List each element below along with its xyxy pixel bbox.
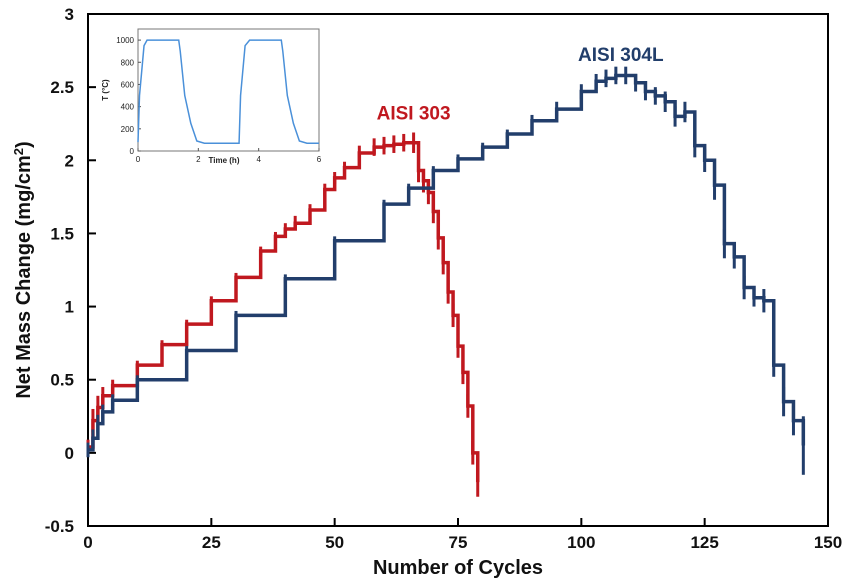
y-tick-label: 3 [65, 5, 74, 24]
inset-y-tick-label: 200 [121, 125, 135, 134]
y-axis-title: Net Mass Change (mg/cm2) [11, 141, 35, 398]
inset-x-tick-label: 6 [317, 155, 322, 164]
y-tick-label: -0.5 [45, 517, 74, 536]
x-axis-title: Number of Cycles [373, 557, 543, 579]
x-tick-label: 75 [449, 533, 468, 552]
y-tick-label: 2.5 [50, 78, 74, 97]
y-tick-label: 1.5 [50, 224, 74, 243]
inset-temperature-line [137, 39, 319, 144]
inset-x-tick-label: 2 [196, 155, 201, 164]
inset-x-tick-label: 4 [256, 155, 261, 164]
inset-x-tick-label: 0 [136, 155, 141, 164]
series-label-aisi-304l: AISI 304L [578, 45, 664, 66]
x-tick-label: 0 [83, 533, 92, 552]
series-line-aisi-303 [88, 140, 480, 483]
x-tick-label: 125 [690, 533, 718, 552]
y-tick-label: 0 [65, 444, 74, 463]
main-axis-ticks: 0 25 50 75 100 125 150 -0.5 0 0.5 1 1.5 2 2.5 3 [45, 5, 842, 552]
x-tick-label: 150 [814, 533, 842, 552]
x-tick-label: 50 [325, 533, 344, 552]
main-series-group [86, 66, 806, 497]
y-tick-label: 1 [65, 298, 74, 317]
series-label-aisi-303: AISI 303 [377, 103, 451, 124]
inset-y-tick-label: 800 [121, 58, 135, 67]
inset-x-axis-title: Time (h) [209, 156, 240, 165]
y-tick-label: 0.5 [50, 371, 74, 390]
x-tick-label: 100 [567, 533, 595, 552]
inset-y-axis-title: T (°C) [101, 79, 110, 101]
inset-chart: 0 2 4 6 0 200 400 600 800 1000 Time (h) T (°C) [101, 28, 322, 165]
inset-y-tick-label: 600 [121, 80, 135, 89]
inset-series-group [137, 39, 319, 144]
series-labels: AISI 303 AISI 304L [377, 45, 664, 125]
inset-y-tick-label: 1000 [116, 36, 134, 45]
y-tick-label: 2 [65, 151, 74, 170]
inset-y-tick-label: 400 [121, 103, 135, 112]
inset-frame [137, 28, 320, 152]
inset-y-tick-label: 0 [130, 147, 135, 156]
x-tick-label: 25 [202, 533, 221, 552]
